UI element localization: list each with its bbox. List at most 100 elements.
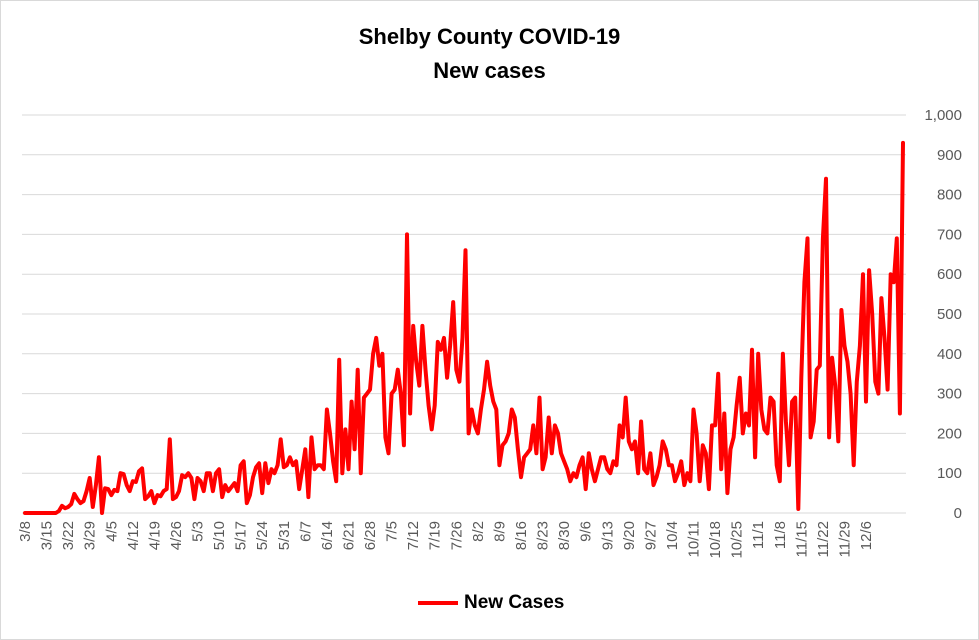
data-point xyxy=(202,489,206,493)
data-point xyxy=(143,497,147,501)
data-point xyxy=(778,479,782,483)
y-tick-label: 800 xyxy=(937,187,962,204)
data-point xyxy=(679,459,683,463)
data-point xyxy=(269,467,273,471)
data-point xyxy=(189,476,193,480)
data-point xyxy=(23,511,27,515)
data-point xyxy=(830,356,834,360)
y-tick-label: 500 xyxy=(937,306,962,323)
data-point xyxy=(836,439,840,443)
data-point xyxy=(799,376,803,380)
data-point xyxy=(242,459,246,463)
data-point xyxy=(310,435,314,439)
y-tick-label: 0 xyxy=(954,505,962,522)
data-point xyxy=(769,396,773,400)
data-point xyxy=(78,501,82,505)
data-point xyxy=(82,499,86,503)
data-point xyxy=(199,479,203,483)
data-point xyxy=(168,437,172,441)
data-point xyxy=(707,487,711,491)
data-point xyxy=(279,437,283,441)
data-point xyxy=(316,463,320,467)
y-tick-label: 300 xyxy=(937,386,962,403)
data-point xyxy=(765,431,769,435)
data-point xyxy=(26,511,30,515)
data-point xyxy=(100,511,104,515)
x-tick-label: 6/14 xyxy=(319,521,336,550)
data-point xyxy=(353,447,357,451)
data-point xyxy=(876,392,880,396)
data-point xyxy=(433,404,437,408)
data-point xyxy=(464,248,468,252)
data-point xyxy=(639,419,643,423)
data-point xyxy=(174,495,178,499)
data-point xyxy=(790,400,794,404)
data-point xyxy=(303,447,307,451)
x-tick-label: 7/26 xyxy=(448,521,465,550)
data-point xyxy=(670,463,674,467)
y-tick-label: 400 xyxy=(937,346,962,363)
data-point xyxy=(88,476,92,480)
x-tick-label: 3/29 xyxy=(82,521,99,550)
x-tick-label: 3/8 xyxy=(17,521,34,542)
data-point xyxy=(146,494,150,498)
data-point xyxy=(165,487,169,491)
data-point xyxy=(423,368,427,372)
data-point xyxy=(51,511,55,515)
data-point xyxy=(319,463,323,467)
data-point xyxy=(648,451,652,455)
data-point xyxy=(405,232,409,236)
x-tick-label: 8/23 xyxy=(535,521,552,550)
data-point xyxy=(775,463,779,467)
data-point xyxy=(328,431,332,435)
data-point xyxy=(103,486,107,490)
data-point xyxy=(846,360,850,364)
data-point xyxy=(741,431,745,435)
data-point xyxy=(245,501,249,505)
data-point xyxy=(470,408,474,412)
data-point xyxy=(504,439,508,443)
data-point xyxy=(787,463,791,467)
data-point xyxy=(436,340,440,344)
data-point xyxy=(531,423,535,427)
data-point xyxy=(439,348,443,352)
data-point xyxy=(759,408,763,412)
data-point xyxy=(69,502,73,506)
x-tick-label: 10/25 xyxy=(729,521,746,559)
data-point xyxy=(809,435,813,439)
data-point xyxy=(125,483,129,487)
data-point xyxy=(29,511,33,515)
data-point xyxy=(655,475,659,479)
data-point xyxy=(211,489,215,493)
data-point xyxy=(852,463,856,467)
data-point xyxy=(420,324,424,328)
data-point xyxy=(119,471,123,475)
data-point xyxy=(815,368,819,372)
y-tick-label: 200 xyxy=(937,425,962,442)
data-point xyxy=(793,396,797,400)
data-point xyxy=(842,344,846,348)
data-point xyxy=(226,489,230,493)
data-point xyxy=(491,400,495,404)
data-point xyxy=(451,300,455,304)
data-point xyxy=(232,481,236,485)
data-point xyxy=(276,463,280,467)
y-tick-label: 700 xyxy=(937,226,962,243)
data-point xyxy=(725,491,729,495)
data-point xyxy=(408,412,412,415)
data-point xyxy=(599,455,603,459)
data-point xyxy=(294,459,298,463)
data-point xyxy=(337,358,341,362)
data-point xyxy=(306,495,310,499)
data-point xyxy=(547,415,551,419)
data-point xyxy=(892,280,896,284)
data-point xyxy=(886,388,890,392)
data-point xyxy=(756,352,760,356)
data-point xyxy=(528,447,532,451)
data-point xyxy=(704,451,708,455)
data-point xyxy=(581,455,585,459)
data-point xyxy=(895,236,899,240)
data-point xyxy=(266,481,270,485)
data-point xyxy=(414,360,418,364)
chart-subtitle: New cases xyxy=(433,58,546,83)
